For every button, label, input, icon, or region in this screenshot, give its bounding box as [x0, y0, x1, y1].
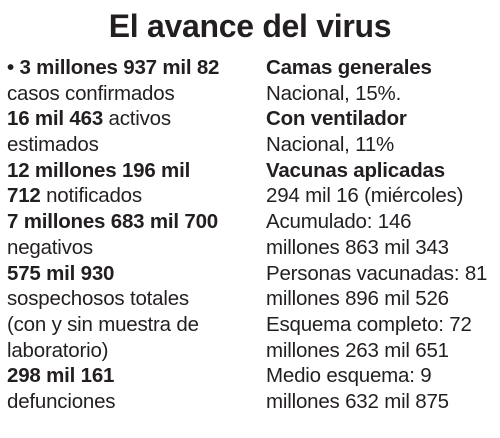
general-beds-heading: Camas generales — [266, 56, 432, 79]
half-scheme-value: millones 632 mil 875 — [266, 389, 449, 413]
vaccinated-value: millones 896 mil 526 — [266, 287, 449, 311]
active-label-cont: estimados — [7, 133, 99, 157]
vaccines-heading: Vacunas aplicadas — [266, 158, 445, 182]
accumulated-value: millones 863 mil 343 — [266, 235, 449, 259]
ventilator-heading: Con ventilador — [266, 107, 407, 131]
active-value: 16 mil 463 — [7, 107, 104, 131]
confirmed-line: • 3 millones 937 mil 82 — [7, 55, 219, 81]
hospital-vaccine-column: Camas generales Nacional, 15%. Con venti… — [266, 55, 487, 415]
confirmed-value: 3 millones 937 mil 82 — [19, 56, 220, 79]
vaccinated-label: Personas vacunadas: 81 — [266, 261, 488, 285]
page-title: El avance del virus — [108, 8, 392, 44]
suspected-value: 575 mil 930 — [7, 261, 115, 285]
accumulated-label: Acumulado: 146 — [266, 210, 412, 234]
full-scheme-value: millones 263 mil 651 — [266, 338, 449, 362]
reported-value: 12 millones 196 mil — [7, 158, 191, 182]
suspected-label: sospechosos totales — [7, 287, 189, 311]
bullet: • — [7, 56, 14, 79]
general-beds-value: Nacional, 15%. — [266, 81, 402, 105]
confirmed-label: casos confirmados — [7, 81, 175, 105]
active-line: 16 mil 463 activos — [7, 106, 219, 132]
vaccines-daily: 294 mil 16 (miércoles) — [266, 184, 464, 208]
deaths-value: 298 mil 161 — [7, 364, 115, 388]
ventilator-value: Nacional, 11% — [266, 133, 395, 157]
full-scheme-label: Esquema completo: 72 — [266, 312, 472, 336]
reported-label: notificados — [46, 184, 142, 208]
suspected-label-end: laboratorio) — [7, 338, 109, 362]
reported-line: 712 notificados — [7, 183, 219, 209]
half-scheme-label: Medio esquema: 9 — [266, 364, 432, 388]
suspected-label-cont: (con y sin muestra de — [7, 312, 199, 336]
cases-column: • 3 millones 937 mil 82 casos confirmado… — [7, 55, 219, 415]
negative-label: negativos — [7, 235, 93, 259]
active-label: activos — [108, 107, 172, 131]
reported-value-cont: 712 — [7, 184, 41, 208]
deaths-label: defunciones — [7, 389, 116, 413]
negative-value: 7 millones 683 mil 700 — [7, 210, 218, 234]
